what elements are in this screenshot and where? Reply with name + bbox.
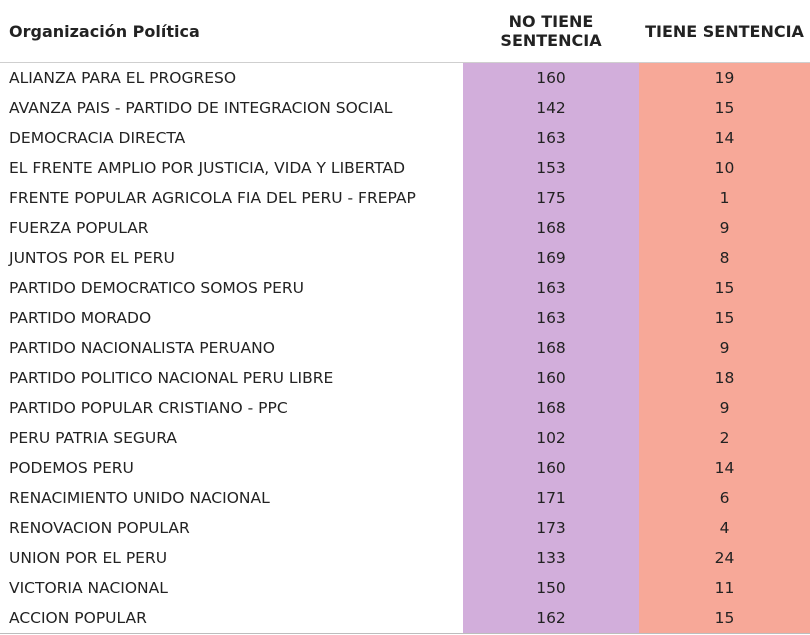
header-no-tiene-sentencia: NO TIENE SENTENCIA: [463, 0, 639, 63]
cell-organizacion: EL FRENTE AMPLIO POR JUSTICIA, VIDA Y LI…: [9, 159, 406, 177]
header-tiene-sentencia: TIENE SENTENCIA: [639, 0, 810, 63]
cell-no-tiene-sentencia: 163: [463, 273, 639, 303]
cell-no-tiene-sentencia: 168: [463, 393, 639, 423]
cell-no-tiene-sentencia: 142: [463, 93, 639, 123]
table-body: ALIANZA PARA EL PROGRESO 160 19 AVANZA PAIS…: [0, 62, 810, 634]
table-row: FRENTE POPULAR AGRICOLA FIA DEL PERU - F…: [0, 183, 810, 213]
cell-organizacion: PARTIDO DEMOCRATICO SOMOS PERU: [9, 279, 304, 297]
cell-organizacion: ALIANZA PARA EL PROGRESO: [9, 69, 237, 87]
table-row: VICTORIA NACIONAL 150 11: [0, 573, 810, 603]
table-row: ALIANZA PARA EL PROGRESO 160 19: [0, 62, 810, 93]
cell-no-tiene-sentencia: 133: [463, 543, 639, 573]
table-row: AVANZA PAIS - PARTIDO DE INTEGRACION SOC…: [0, 93, 810, 123]
cell-organizacion: AVANZA PAIS - PARTIDO DE INTEGRACION SOC…: [9, 99, 393, 117]
cell-no-tiene-sentencia: 163: [463, 303, 639, 333]
cell-tiene-sentencia: 15: [639, 303, 810, 333]
cell-tiene-sentencia: 6: [639, 483, 810, 513]
table-row: FUERZA POPULAR 168 9: [0, 213, 810, 243]
cell-organizacion: FUERZA POPULAR: [9, 219, 149, 237]
table-row: RENACIMIENTO UNIDO NACIONAL 171 6: [0, 483, 810, 513]
table-row: PARTIDO DEMOCRATICO SOMOS PERU 163 15: [0, 273, 810, 303]
cell-tiene-sentencia: 15: [639, 273, 810, 303]
cell-organizacion: PODEMOS PERU: [9, 459, 134, 477]
cell-tiene-sentencia: 1: [639, 183, 810, 213]
table-row: PARTIDO POLITICO NACIONAL PERU LIBRE 160 1…: [0, 363, 810, 393]
cell-tiene-sentencia: 4: [639, 513, 810, 543]
cell-tiene-sentencia: 2: [639, 423, 810, 453]
table-row: UNION POR EL PERU 133 24: [0, 543, 810, 573]
cell-tiene-sentencia: 18: [639, 363, 810, 393]
cell-tiene-sentencia: 14: [639, 123, 810, 153]
cell-no-tiene-sentencia: 160: [463, 62, 639, 93]
cell-organizacion: FRENTE POPULAR AGRICOLA FIA DEL PERU - F…: [9, 189, 416, 207]
cell-organizacion: PARTIDO MORADO: [9, 309, 152, 327]
cell-tiene-sentencia: 19: [639, 62, 810, 93]
cell-tiene-sentencia: 15: [639, 93, 810, 123]
cell-tiene-sentencia: 11: [639, 573, 810, 603]
cell-tiene-sentencia: 9: [639, 213, 810, 243]
cell-no-tiene-sentencia: 102: [463, 423, 639, 453]
cell-tiene-sentencia: 14: [639, 453, 810, 483]
table-row: JUNTOS POR EL PERU 169 8: [0, 243, 810, 273]
cell-organizacion: PARTIDO POLITICO NACIONAL PERU LIBRE: [9, 369, 334, 387]
cell-no-tiene-sentencia: 173: [463, 513, 639, 543]
cell-organizacion: VICTORIA NACIONAL: [9, 579, 168, 597]
cell-no-tiene-sentencia: 153: [463, 153, 639, 183]
cell-organizacion: DEMOCRACIA DIRECTA: [9, 129, 186, 147]
table-row: PERU PATRIA SEGURA 102 2: [0, 423, 810, 453]
cell-organizacion: PARTIDO NACIONALISTA PERUANO: [9, 339, 275, 357]
cell-tiene-sentencia: 9: [639, 393, 810, 423]
table-row: ACCION POPULAR 162 15: [0, 603, 810, 634]
cell-organizacion: UNION POR EL PERU: [9, 549, 168, 567]
cell-no-tiene-sentencia: 160: [463, 363, 639, 393]
cell-no-tiene-sentencia: 150: [463, 573, 639, 603]
cell-no-tiene-sentencia: 168: [463, 213, 639, 243]
table-row: PARTIDO MORADO 163 15: [0, 303, 810, 333]
cell-tiene-sentencia: 9: [639, 333, 810, 363]
table-row: RENOVACION POPULAR 173 4: [0, 513, 810, 543]
table-row: PODEMOS PERU 160 14: [0, 453, 810, 483]
cell-organizacion: RENACIMIENTO UNIDO NACIONAL: [9, 489, 270, 507]
cell-tiene-sentencia: 15: [639, 603, 810, 634]
table-row: PARTIDO POPULAR CRISTIANO - PPC 168 9: [0, 393, 810, 423]
table-row: DEMOCRACIA DIRECTA 163 14: [0, 123, 810, 153]
cell-no-tiene-sentencia: 171: [463, 483, 639, 513]
header-row: Organización Política NO TIENE SENTENCIA…: [0, 0, 810, 63]
cell-tiene-sentencia: 24: [639, 543, 810, 573]
cell-organizacion: JUNTOS POR EL PERU: [9, 249, 175, 267]
table-row: EL FRENTE AMPLIO POR JUSTICIA, VIDA Y LI…: [0, 153, 810, 183]
cell-no-tiene-sentencia: 162: [463, 603, 639, 634]
cell-no-tiene-sentencia: 160: [463, 453, 639, 483]
cell-no-tiene-sentencia: 175: [463, 183, 639, 213]
table-row: PARTIDO NACIONALISTA PERUANO 168 9: [0, 333, 810, 363]
cell-organizacion: ACCION POPULAR: [0, 603, 463, 634]
cell-tiene-sentencia: 8: [639, 243, 810, 273]
cell-no-tiene-sentencia: 169: [463, 243, 639, 273]
header-organizacion: Organización Política: [0, 0, 463, 63]
cell-organizacion: RENOVACION POPULAR: [9, 519, 190, 537]
cell-organizacion: PARTIDO POPULAR CRISTIANO - PPC: [9, 399, 288, 417]
cell-organizacion: PERU PATRIA SEGURA: [9, 429, 178, 447]
cell-no-tiene-sentencia: 163: [463, 123, 639, 153]
cell-no-tiene-sentencia: 168: [463, 333, 639, 363]
cell-tiene-sentencia: 10: [639, 153, 810, 183]
